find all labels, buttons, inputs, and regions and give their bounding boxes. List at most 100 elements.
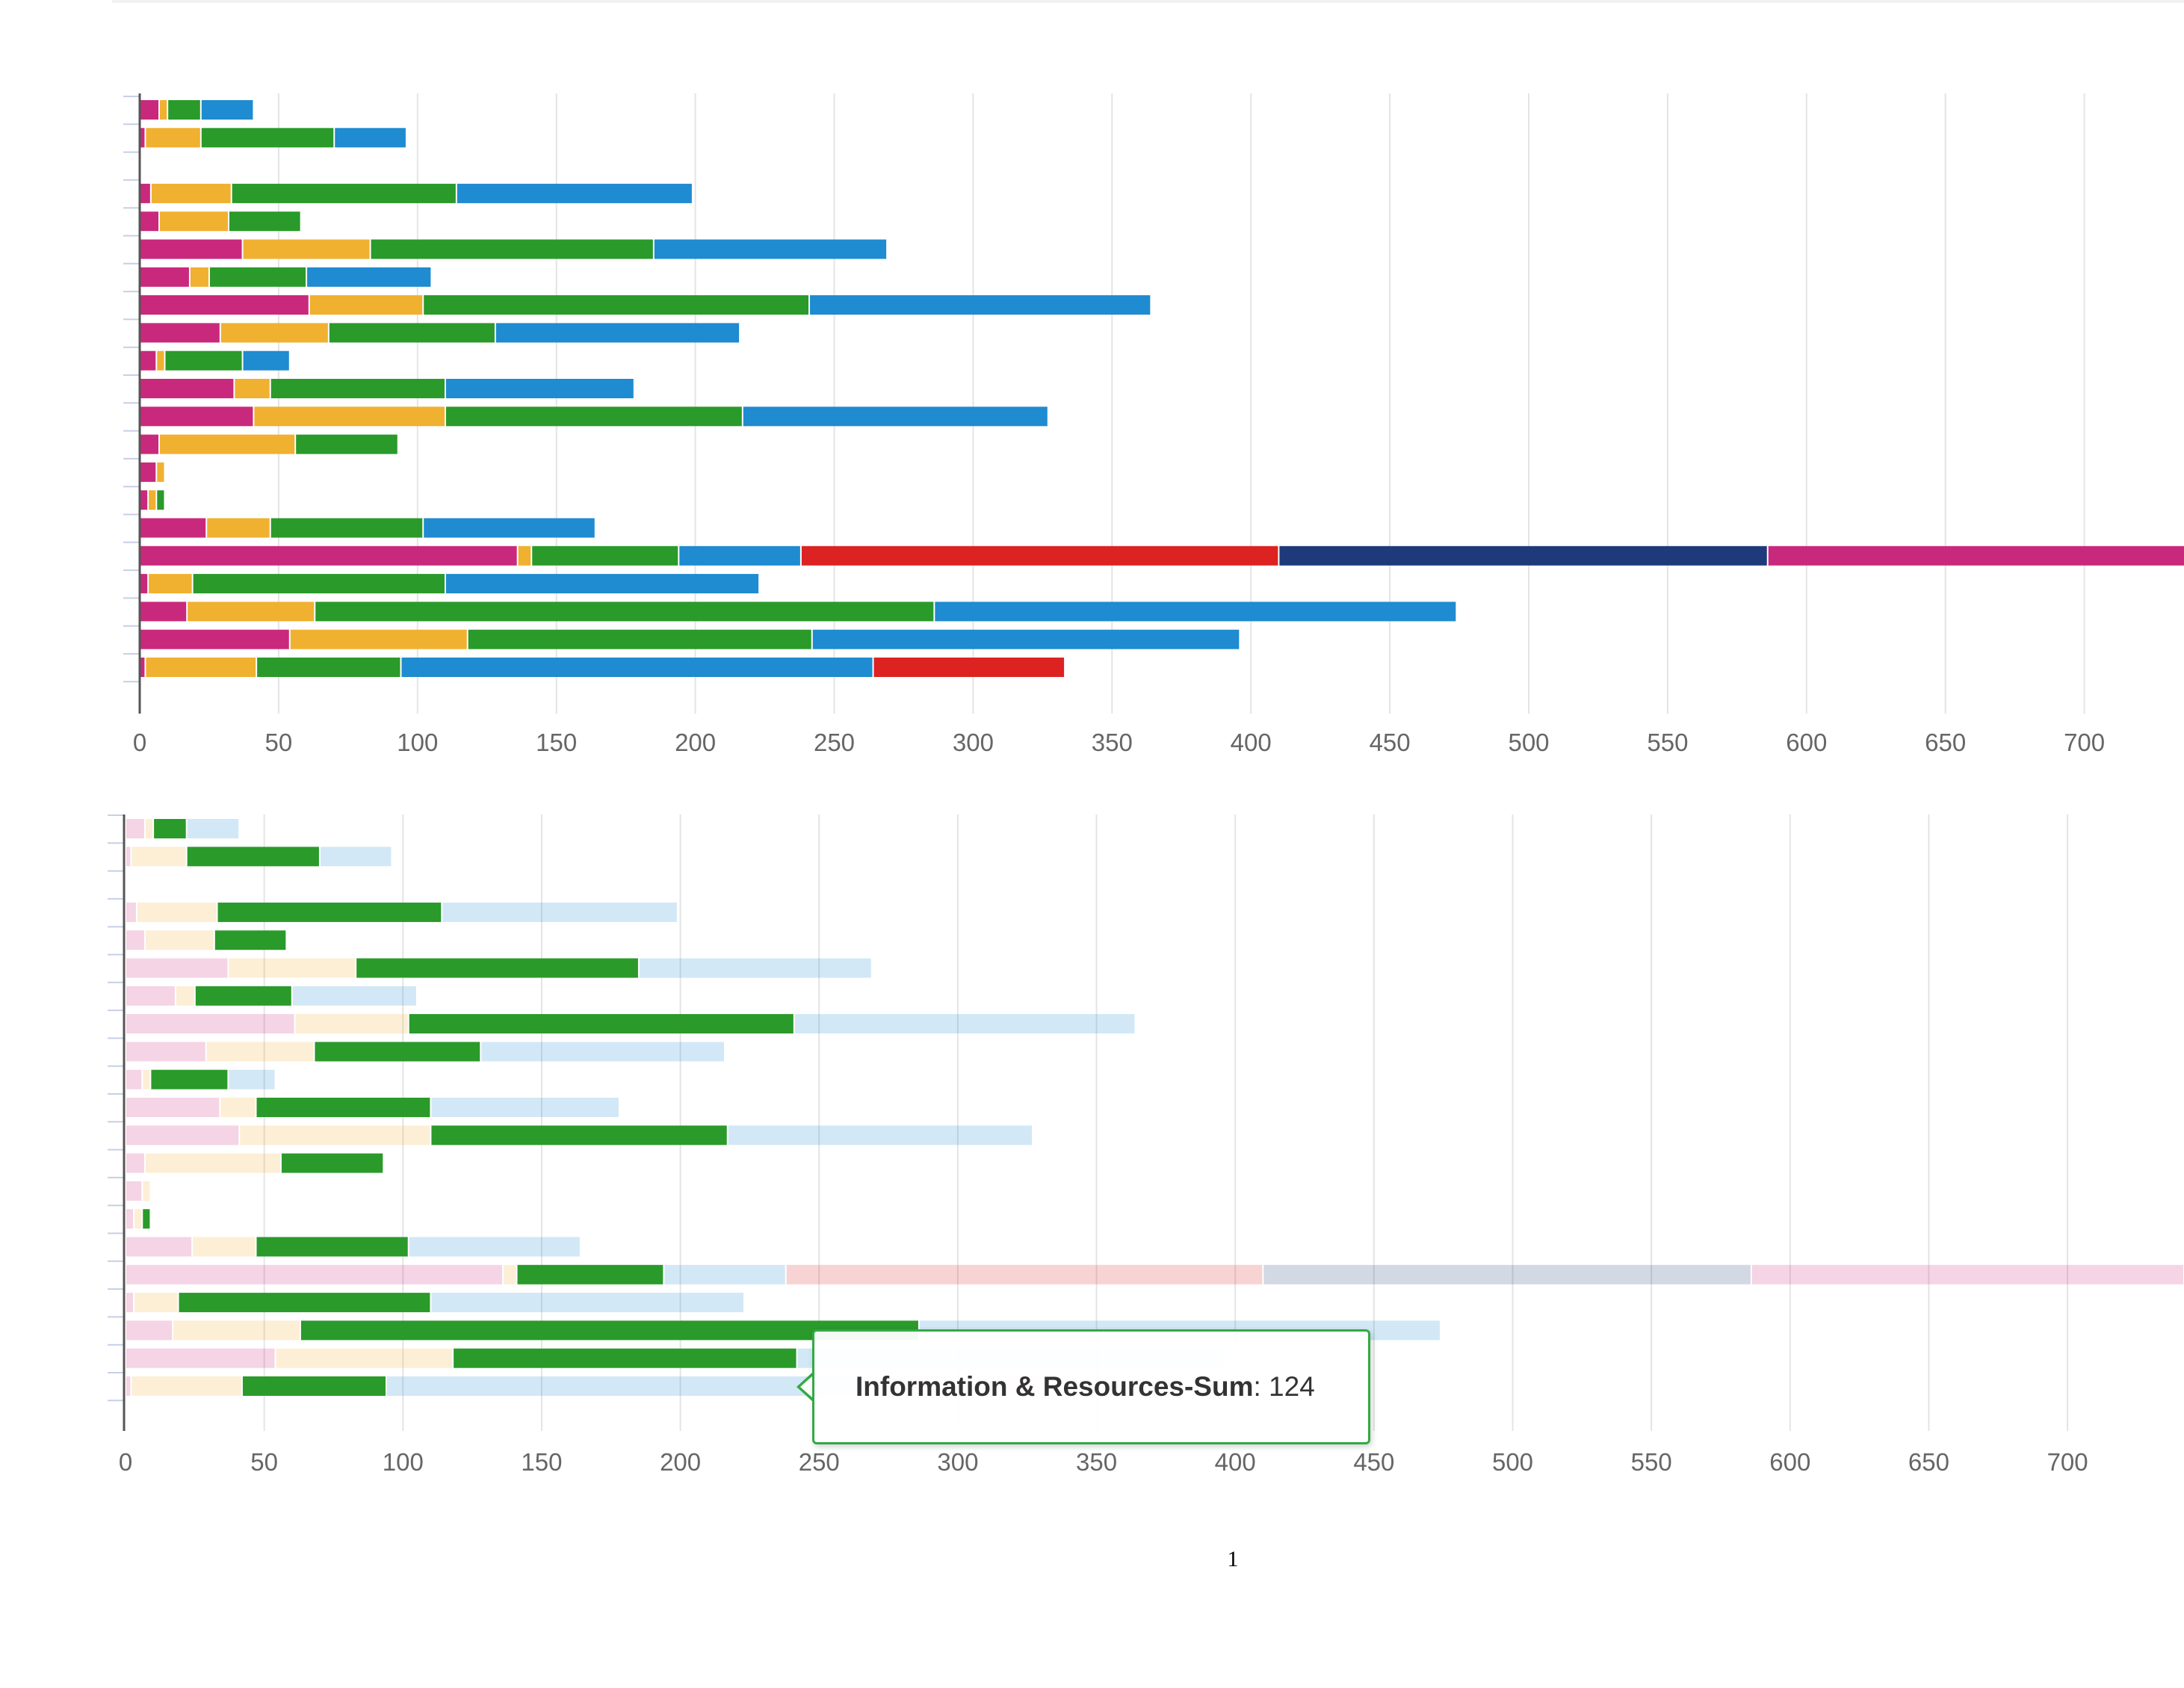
bar-segment	[143, 1181, 150, 1201]
bar-segment	[126, 1264, 502, 1284]
bar-segment	[160, 100, 167, 120]
bar-segment	[679, 545, 800, 566]
x-tick-label: 600	[1786, 729, 1827, 756]
x-tick-label: 300	[937, 1448, 978, 1476]
bar-segment	[145, 930, 214, 950]
x-tick-label: 400	[1215, 1448, 1256, 1476]
bar-segment	[409, 1014, 794, 1034]
bar-segment	[290, 629, 467, 649]
x-tick-label: 400	[1231, 729, 1272, 756]
bar-segment	[187, 819, 239, 838]
bar-segment	[320, 847, 392, 867]
bar-segment	[157, 462, 164, 482]
bar-segment	[140, 462, 156, 482]
x-tick-label: 650	[1908, 1448, 1949, 1476]
bar-segment	[220, 1098, 256, 1117]
tooltip-value: : 124	[1253, 1371, 1315, 1402]
bar-segment	[457, 183, 692, 203]
bar-segment	[140, 574, 148, 594]
bar-segment	[151, 1069, 228, 1089]
bar-segment	[140, 267, 189, 287]
bar-segment	[140, 490, 148, 510]
bar-segment	[295, 1014, 408, 1034]
bar-segment	[442, 902, 677, 922]
bar-segment	[935, 602, 1456, 622]
bar-segment	[229, 958, 356, 978]
bar-segment	[157, 490, 164, 510]
x-tick-label: 200	[660, 1448, 701, 1476]
x-tick-label: 0	[119, 1448, 132, 1476]
bar-segment	[409, 1237, 580, 1257]
bar-segment	[149, 574, 192, 594]
bar-segment	[168, 100, 200, 120]
bar-segment	[140, 211, 159, 232]
bar-segment	[140, 379, 234, 398]
bar-segment	[329, 323, 495, 343]
bar-segment	[140, 545, 517, 566]
x-tick-label: 700	[2047, 1448, 2088, 1476]
bar-segment	[140, 518, 206, 538]
stacked-bar-chart-top: 0 50 100 150 200 250 300 350 400 450 500 550 600 650 7…	[123, 93, 2184, 756]
bar-segment	[126, 1209, 134, 1229]
bar-segment	[179, 1293, 430, 1313]
bar-segment	[140, 128, 145, 148]
bar-segment	[517, 1264, 663, 1284]
x-tick-label: 150	[536, 729, 577, 756]
x-tick-label: 150	[521, 1448, 562, 1476]
bar-segment	[187, 847, 319, 867]
bar-segment	[126, 819, 144, 838]
bar-segment	[160, 434, 295, 454]
bar-segment	[190, 267, 208, 287]
x-tick-label: 550	[1631, 1448, 1672, 1476]
bar-segment	[126, 930, 144, 950]
bar-segment	[140, 350, 156, 371]
bar-segment	[235, 379, 270, 398]
bar-segment	[173, 1320, 300, 1341]
bar-segment	[140, 239, 242, 259]
bar-segment	[801, 545, 1278, 566]
bar-segment	[254, 406, 445, 427]
x-tick-label: 50	[265, 729, 293, 756]
x-tick-label: 100	[383, 1448, 424, 1476]
x-tick-label: 700	[2064, 729, 2105, 756]
bar-segment	[518, 545, 531, 566]
bar-segment	[424, 295, 809, 315]
bar-segment	[270, 379, 445, 398]
bar-segment	[137, 902, 217, 922]
bar-segment	[315, 1042, 480, 1062]
bar-segment	[188, 602, 315, 622]
bar-segment	[207, 518, 270, 538]
bar-segment	[201, 128, 334, 148]
bar-segment	[134, 1209, 142, 1229]
bar-segment	[281, 1153, 383, 1173]
bar-segment	[431, 1098, 619, 1117]
bar-segment	[387, 1376, 858, 1396]
x-tick-label: 500	[1492, 1448, 1533, 1476]
bar-segment	[126, 1098, 220, 1117]
bar-segment	[257, 658, 400, 677]
bar-segment	[126, 986, 175, 1006]
bar-segment	[270, 518, 423, 538]
bar-segment	[160, 211, 228, 232]
bar-segment	[126, 1153, 144, 1173]
bar-segment	[176, 986, 194, 1006]
bar-segment	[243, 239, 370, 259]
bar-segment	[126, 1014, 294, 1034]
bar-segment	[154, 819, 186, 838]
bar-segment	[126, 902, 136, 922]
bar-segment	[1263, 1264, 1751, 1284]
bar-segment	[242, 1376, 386, 1396]
bar-segment	[296, 434, 397, 454]
bar-segment	[232, 183, 456, 203]
bar-segment	[126, 1376, 131, 1396]
x-tick-label: 100	[397, 729, 438, 756]
bar-segment	[229, 211, 300, 232]
bar-segment	[401, 658, 873, 677]
bar-segment	[220, 323, 328, 343]
bar-segment	[126, 1042, 205, 1062]
x-tick-label: 450	[1370, 729, 1411, 756]
bar-segment	[256, 1098, 430, 1117]
bar-segment	[140, 323, 220, 343]
bar-segment	[143, 1209, 150, 1229]
